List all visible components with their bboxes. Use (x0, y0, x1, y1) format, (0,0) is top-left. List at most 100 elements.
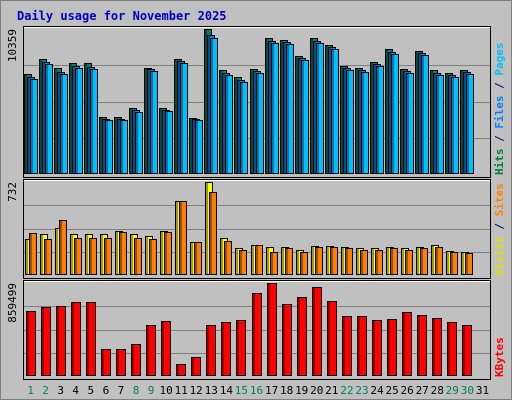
bar-shade (105, 239, 107, 274)
panel-kbytes: 859499 KBytes (6, 280, 506, 380)
bar-body (315, 247, 323, 275)
bar-requests-pages-day-2 (45, 64, 53, 174)
bar-shade (313, 288, 315, 375)
bar-body (149, 239, 157, 275)
bar-shade (331, 248, 333, 274)
bar-shade (386, 50, 388, 173)
bar-body (195, 120, 203, 174)
bar-shade (206, 183, 208, 274)
bar-shade (226, 76, 228, 173)
bar-shade (422, 56, 424, 173)
bar-shade (211, 39, 213, 173)
bar-shade (373, 321, 375, 375)
bar-requests-pages-day-27 (421, 55, 429, 174)
bar-visits-sites-day-19 (300, 252, 308, 275)
day-label: 16 (250, 384, 263, 397)
bar-shade (286, 249, 288, 274)
bar-shade (43, 63, 45, 173)
day-label: 24 (370, 384, 384, 397)
bar-shade (416, 52, 418, 173)
bar-body (165, 111, 173, 174)
day-label: 27 (416, 384, 429, 397)
bar-body (282, 304, 292, 376)
bar-body (447, 322, 457, 376)
bar-shade (377, 67, 379, 173)
bar-shade (103, 120, 105, 173)
bar-shade (269, 42, 271, 173)
bar-shade (146, 237, 148, 274)
bar-shade (407, 74, 409, 173)
bar-shade (177, 365, 179, 375)
bar-kbytes-kbytes-day-2 (41, 307, 51, 376)
bar-body (60, 74, 68, 174)
bar-visits-sites-day-5 (89, 238, 97, 275)
bar-requests-pages-day-12 (195, 120, 203, 174)
bar-body (194, 242, 202, 275)
bar-shade (91, 70, 93, 173)
bar-shade (56, 229, 58, 274)
bar-shade (238, 81, 240, 173)
bar-shade (100, 118, 102, 173)
legend-separator: / (493, 129, 506, 149)
bar-visits-sites-day-2 (44, 239, 52, 275)
bar-requests-pages-day-18 (286, 44, 294, 174)
bar-shade (163, 111, 165, 173)
day-label: 6 (103, 384, 110, 397)
bar-body (286, 44, 294, 174)
bar-shade (374, 65, 376, 173)
bar-requests-pages-day-4 (75, 68, 83, 174)
bar-body (285, 248, 293, 275)
bar-shade (251, 70, 253, 173)
bar-shade (88, 68, 90, 173)
bar-shade (220, 71, 222, 173)
legend-separator: / (493, 216, 506, 236)
panel-max-label: 859499 (6, 283, 19, 323)
bar-visits-sites-day-20 (315, 247, 323, 275)
day-label: 1 (27, 384, 34, 397)
bar-body (45, 64, 53, 174)
bar-kbytes-kbytes-day-21 (327, 301, 337, 376)
bar-shade (26, 240, 28, 274)
bar-visits-sites-day-16 (255, 245, 263, 275)
bar-visits-sites-day-25 (390, 248, 398, 275)
bar-body (134, 238, 142, 275)
bar-body (435, 247, 443, 275)
bar-shade (256, 246, 258, 274)
bar-kbytes-kbytes-day-9 (146, 325, 156, 376)
bar-requests-pages-day-6 (105, 120, 113, 174)
bar-shade (31, 80, 33, 173)
bar-body (104, 238, 112, 275)
bar-visits-sites-day-30 (465, 253, 473, 275)
bar-shade (359, 71, 361, 173)
bar-visits-sites-day-7 (119, 232, 127, 275)
day-label: 11 (175, 384, 188, 397)
bar-visits-sites-day-12 (194, 242, 202, 275)
bar-requests-pages-day-25 (391, 54, 399, 174)
bar-shade (329, 48, 331, 173)
bar-body (206, 325, 216, 376)
bar-shade (205, 30, 207, 173)
bar-shade (166, 112, 168, 173)
bar-shade (312, 247, 314, 274)
panel-visits: 732 Visits / Sites (6, 179, 506, 279)
bar-shade (271, 253, 273, 274)
bar-shade (207, 326, 209, 375)
bar-body (267, 283, 277, 376)
bar-shade (418, 316, 420, 375)
bar-shade (223, 74, 225, 173)
bar-shade (252, 246, 254, 274)
bar-body (209, 192, 217, 275)
bar-requests-pages-day-15 (240, 82, 248, 174)
bar-body (387, 319, 397, 376)
bar-body (146, 325, 156, 376)
day-label: 5 (87, 384, 94, 397)
bar-kbytes-kbytes-day-25 (387, 319, 397, 376)
bar-body (376, 66, 384, 174)
bar-requests-pages-day-21 (331, 49, 339, 174)
bar-shade (371, 63, 373, 173)
bar-body (402, 312, 412, 376)
legend-item-kbytes: KBytes (493, 337, 506, 377)
bar-kbytes-kbytes-day-15 (236, 320, 246, 376)
bar-body (346, 70, 354, 174)
bar-shade (327, 247, 329, 274)
